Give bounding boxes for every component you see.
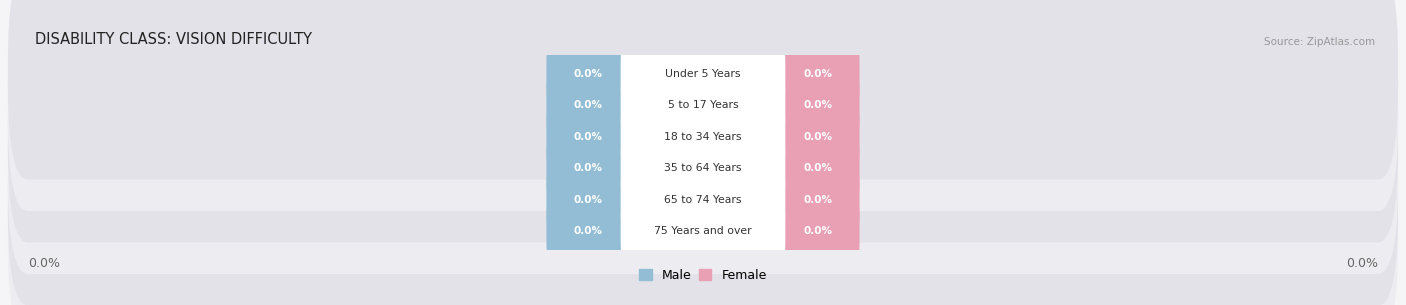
- Text: Under 5 Years: Under 5 Years: [665, 69, 741, 79]
- FancyBboxPatch shape: [620, 90, 786, 183]
- FancyBboxPatch shape: [776, 59, 859, 152]
- FancyBboxPatch shape: [776, 185, 859, 278]
- FancyBboxPatch shape: [620, 122, 786, 215]
- FancyBboxPatch shape: [547, 90, 630, 183]
- FancyBboxPatch shape: [8, 0, 1398, 211]
- Text: 35 to 64 Years: 35 to 64 Years: [664, 163, 742, 173]
- Legend: Male, Female: Male, Female: [634, 264, 772, 287]
- FancyBboxPatch shape: [547, 27, 630, 120]
- FancyBboxPatch shape: [8, 125, 1398, 305]
- Text: 5 to 17 Years: 5 to 17 Years: [668, 100, 738, 110]
- FancyBboxPatch shape: [776, 122, 859, 215]
- Text: 75 Years and over: 75 Years and over: [654, 226, 752, 236]
- FancyBboxPatch shape: [776, 90, 859, 183]
- Text: 0.0%: 0.0%: [574, 69, 603, 79]
- Text: 0.0%: 0.0%: [803, 132, 832, 142]
- FancyBboxPatch shape: [776, 27, 859, 120]
- FancyBboxPatch shape: [547, 185, 630, 278]
- FancyBboxPatch shape: [620, 27, 786, 120]
- Text: 65 to 74 Years: 65 to 74 Years: [664, 195, 742, 205]
- FancyBboxPatch shape: [776, 153, 859, 246]
- Text: 0.0%: 0.0%: [803, 226, 832, 236]
- FancyBboxPatch shape: [620, 185, 786, 278]
- Text: 18 to 34 Years: 18 to 34 Years: [664, 132, 742, 142]
- FancyBboxPatch shape: [547, 59, 630, 152]
- Text: 0.0%: 0.0%: [574, 100, 603, 110]
- FancyBboxPatch shape: [547, 122, 630, 215]
- Text: Source: ZipAtlas.com: Source: ZipAtlas.com: [1264, 37, 1375, 47]
- FancyBboxPatch shape: [547, 153, 630, 246]
- Text: 0.0%: 0.0%: [1346, 257, 1378, 270]
- Text: 0.0%: 0.0%: [803, 69, 832, 79]
- Text: DISABILITY CLASS: VISION DIFFICULTY: DISABILITY CLASS: VISION DIFFICULTY: [35, 32, 312, 47]
- Text: 0.0%: 0.0%: [574, 195, 603, 205]
- FancyBboxPatch shape: [620, 153, 786, 246]
- FancyBboxPatch shape: [8, 31, 1398, 242]
- Text: 0.0%: 0.0%: [803, 163, 832, 173]
- Text: 0.0%: 0.0%: [803, 195, 832, 205]
- Text: 0.0%: 0.0%: [574, 163, 603, 173]
- Text: 0.0%: 0.0%: [28, 257, 60, 270]
- FancyBboxPatch shape: [620, 59, 786, 152]
- FancyBboxPatch shape: [8, 0, 1398, 180]
- FancyBboxPatch shape: [8, 94, 1398, 305]
- Text: 0.0%: 0.0%: [574, 226, 603, 236]
- FancyBboxPatch shape: [8, 63, 1398, 274]
- Text: 0.0%: 0.0%: [574, 132, 603, 142]
- Text: 0.0%: 0.0%: [803, 100, 832, 110]
